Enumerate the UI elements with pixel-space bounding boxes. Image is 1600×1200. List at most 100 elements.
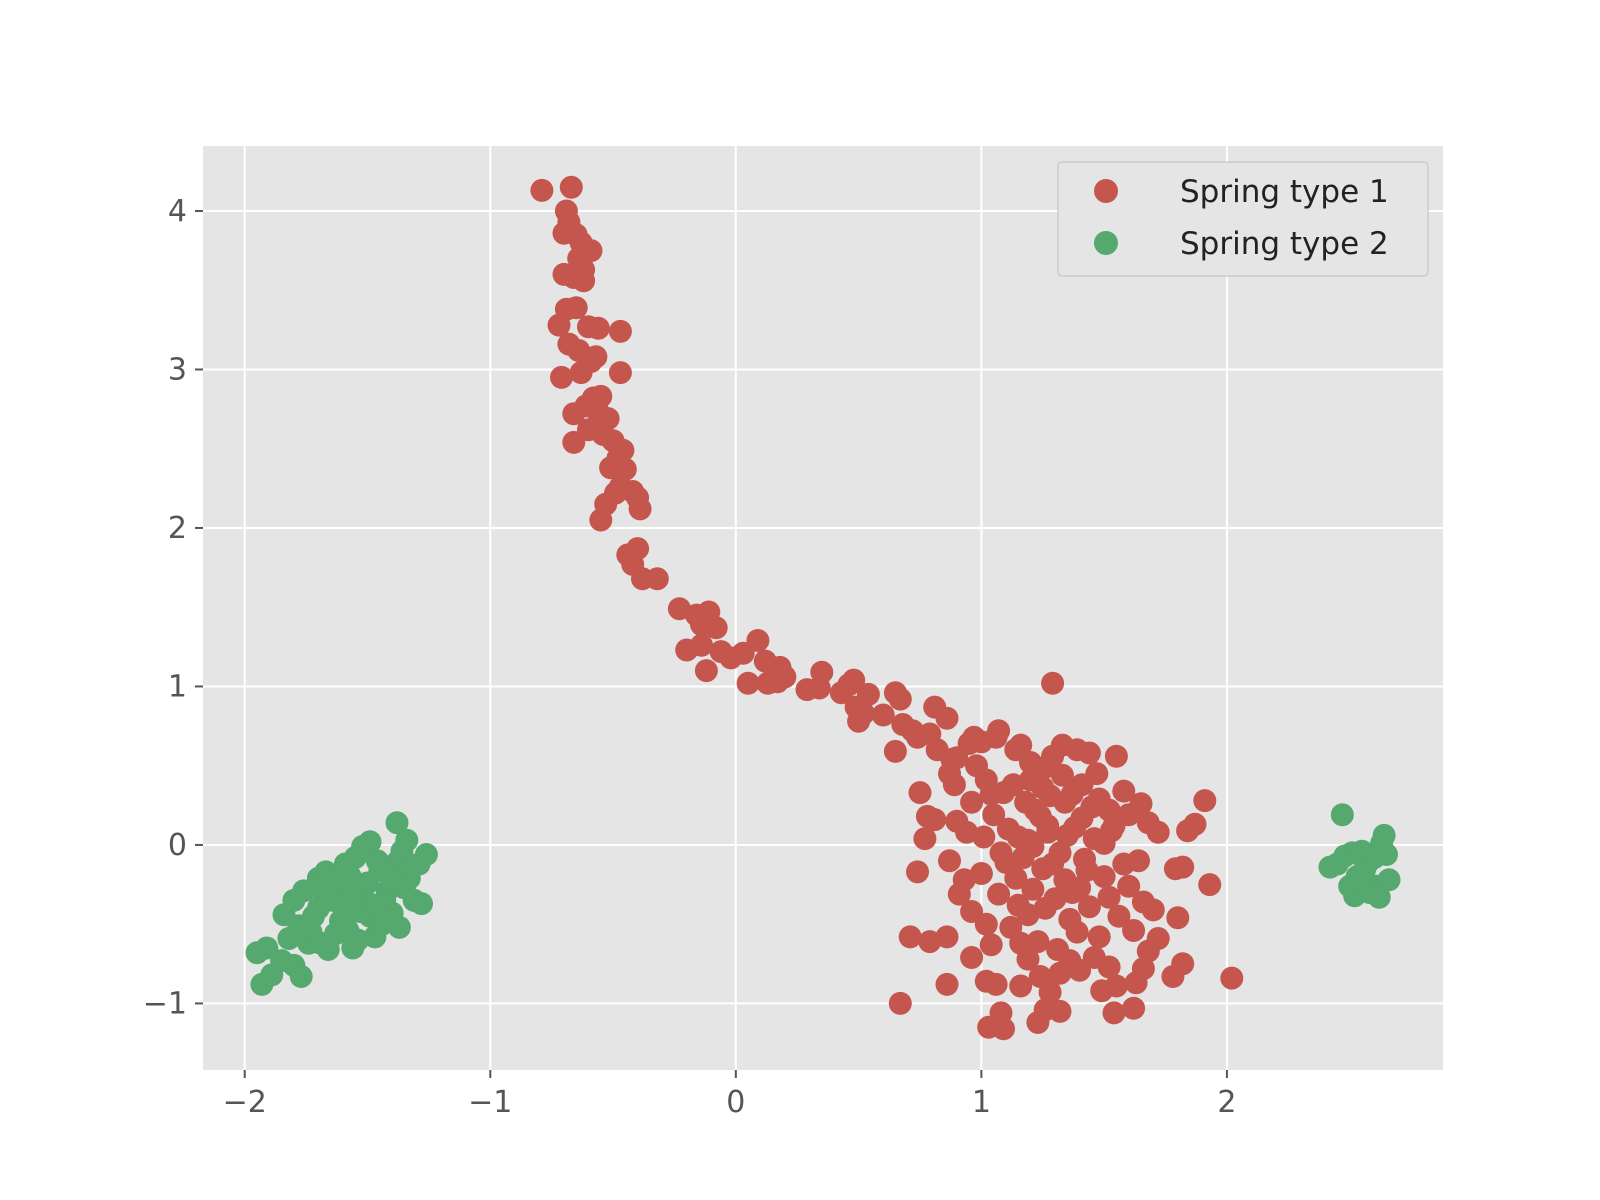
data-point [356,871,379,895]
data-point [1367,885,1391,909]
data-point [387,915,411,939]
data-point [1077,741,1101,765]
data-point [1097,885,1121,909]
data-point [547,313,571,337]
data-point [591,423,615,446]
data-point [1193,789,1217,813]
data-point [564,296,588,320]
data-point [773,665,797,689]
data-point [1097,955,1121,979]
data-point [1021,877,1045,901]
data-point [888,991,912,1015]
data-point [984,972,1008,996]
data-point [336,881,360,904]
data-point [1006,825,1030,849]
data-point [935,972,959,996]
data-point [1122,996,1146,1020]
data-point [847,709,871,733]
data-point [1129,792,1153,816]
data-point [942,773,966,797]
data-point [1127,849,1150,873]
data-point [628,497,652,521]
data-point [690,633,713,657]
data-point [979,933,1003,957]
series-1 [530,175,1244,1041]
data-point [1220,966,1244,990]
y-tick-label: 4 [168,194,187,229]
data-point [559,175,583,199]
data-point [1171,855,1195,879]
data-point [969,862,993,885]
data-point [1019,768,1042,792]
legend-box [1057,161,1429,277]
data-point [987,882,1011,906]
data-point [935,925,959,949]
x-tick-label: 2 [1217,1085,1236,1120]
data-point [1041,671,1065,695]
data-point [1060,881,1084,904]
data-point [1141,898,1165,922]
legend-marker-series-1 [1094,179,1118,203]
data-point [807,676,831,700]
data-point [608,319,632,343]
data-point [746,629,770,652]
data-point [530,178,554,202]
data-point [1016,947,1040,971]
data-point [883,739,907,763]
data-point [960,946,984,969]
data-point [1075,858,1099,882]
plot-area [203,146,1443,1070]
data-point [1375,843,1398,866]
data-point [608,361,632,385]
data-point [1330,803,1354,827]
data-point [972,825,996,849]
data-point [392,876,416,900]
data-point [913,827,937,851]
data-point [395,828,419,852]
data-point [1077,895,1101,919]
data-point [562,430,586,454]
y-tick-label: 3 [168,352,187,387]
x-tick-label: −1 [468,1085,512,1120]
data-point [842,668,866,692]
data-point [1146,820,1170,844]
data-point [569,361,593,385]
x-tick-label: 0 [726,1085,745,1120]
data-point [1055,823,1079,847]
data-point [363,893,387,917]
data-point [1102,1001,1126,1025]
data-point [1050,763,1074,787]
data-point [989,841,1013,865]
data-point [960,790,984,814]
data-point [1068,958,1092,982]
data-point [311,881,335,904]
data-point [871,703,895,727]
data-point [1117,874,1141,898]
data-point [1085,762,1109,786]
data-point [923,808,947,832]
y-tick-label: 0 [168,828,187,863]
data-point [1348,869,1371,893]
data-point [1112,779,1136,803]
data-point [1198,873,1222,897]
y-tick-label: −1 [143,986,187,1021]
data-point [992,1017,1015,1041]
data-point [1004,866,1028,890]
data-point [1100,819,1123,843]
data-point [938,849,961,873]
data-point [704,616,728,640]
data-point [736,671,760,695]
y-tick-label: 1 [168,669,187,704]
data-point [908,781,932,805]
data-point [604,481,627,505]
data-point [645,567,669,591]
data-point [299,920,323,944]
data-point [550,365,573,389]
axis-ticks: −2 −1 0 1 2 −1 0 1 2 3 4 [143,194,1237,1120]
legend-label-series-1: Spring type 1 [1180,174,1389,210]
data-point [1009,974,1033,998]
data-point [414,843,438,866]
data-point [410,892,433,916]
legend-label-series-2: Spring type 2 [1180,226,1389,262]
